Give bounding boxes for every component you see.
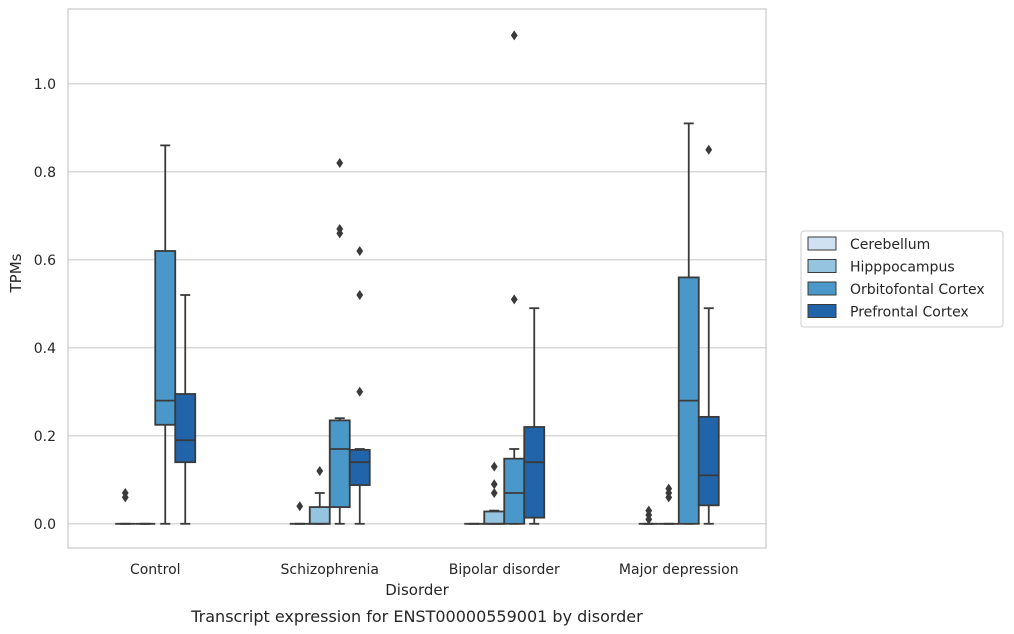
y-tick-label: 0.8: [34, 165, 56, 181]
outlier-point: [356, 246, 364, 256]
box-group: [308, 466, 331, 525]
box: [523, 426, 546, 519]
x-tick-labels: Control Schizophrenia Bipolar disorder Majo…: [130, 562, 739, 578]
x-tick-label: Control: [130, 562, 181, 578]
plot-frame: [67, 8, 767, 549]
outlier-point: [705, 144, 713, 155]
outlier-point: [296, 501, 304, 512]
y-axis-label: TPMs: [7, 253, 25, 293]
x-tick-label: Schizophrenia: [281, 562, 379, 578]
y-tick-labels: 0.0 0.2 0.4 0.6 0.8 1.0: [34, 77, 56, 533]
box: [503, 457, 526, 525]
box-group: [697, 144, 720, 525]
outlier-point: [665, 483, 673, 494]
outlier-point: [356, 386, 364, 397]
chart-caption: Transcript expression for ENST0000055900…: [190, 607, 643, 626]
outlier-point: [490, 488, 498, 498]
box-group: [483, 461, 506, 525]
y-tick-label: 1.0: [34, 77, 56, 93]
y-tick-label: 0.2: [34, 429, 56, 445]
legend-swatch: [807, 281, 837, 296]
box: [697, 415, 720, 507]
outlier-point: [645, 505, 653, 516]
outlier-point: [510, 30, 518, 41]
outlier-point: [510, 294, 518, 305]
outlier-point: [336, 224, 344, 234]
box-group: [677, 122, 700, 525]
y-tick-label: 0.0: [34, 517, 56, 533]
box: [308, 506, 331, 525]
legend-swatch: [807, 304, 837, 318]
outlier-point: [121, 488, 129, 498]
box: [328, 419, 351, 508]
x-tick-label: Major depression: [619, 562, 739, 578]
boxes: [115, 30, 720, 525]
legend-swatch: [807, 259, 837, 273]
x-tick-label: Bipolar disorder: [449, 562, 560, 578]
legend-label: Orbitofontal Cortex: [850, 282, 985, 298]
outlier-point: [490, 461, 498, 472]
legend-items: Cerebellum Hipppocampus Orbitofontal Corte…: [807, 236, 985, 321]
box-group: [154, 144, 177, 525]
box-group: [348, 246, 371, 525]
box: [483, 510, 506, 525]
outlier-point: [356, 290, 364, 300]
outlier-point: [316, 466, 324, 476]
legend-label: Prefrontal Cortex: [850, 305, 969, 321]
outlier-point: [490, 479, 498, 490]
legend: Cerebellum Hipppocampus Orbitofontal Corte…: [800, 230, 1004, 328]
legend-frame: [800, 230, 1004, 328]
box: [154, 250, 177, 426]
box: [174, 393, 197, 464]
x-axis-label: Disorder: [385, 581, 449, 599]
box-group: [638, 505, 659, 525]
box-group: [174, 294, 197, 525]
legend-label: Cerebellum: [850, 237, 930, 253]
box-group: [523, 307, 546, 525]
box-group: [658, 483, 679, 525]
outlier-point: [336, 158, 344, 168]
box: [348, 448, 371, 486]
y-tick-label: 0.4: [34, 341, 56, 357]
legend-swatch: [807, 236, 837, 251]
box-group: [115, 488, 136, 525]
legend-label: Hipppocampus: [850, 260, 955, 276]
box-group: [289, 501, 310, 525]
y-tick-label: 0.6: [34, 253, 56, 269]
